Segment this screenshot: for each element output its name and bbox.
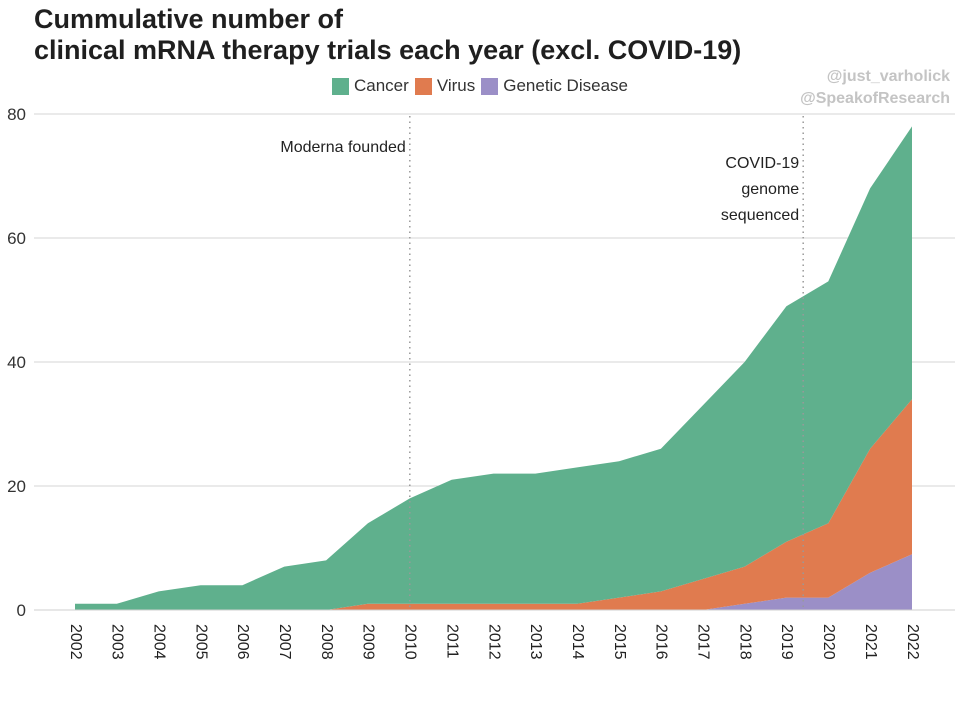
legend-swatch-virus	[414, 77, 432, 95]
x-tick-label: 2018	[736, 624, 753, 660]
y-tick-label: 60	[7, 229, 26, 248]
legend-swatch-genetic-disease	[481, 77, 499, 95]
annotation-text: sequenced	[721, 207, 799, 224]
x-tick-label: 2020	[820, 624, 837, 660]
x-tick-label: 2008	[318, 624, 335, 660]
area-cancer	[75, 126, 912, 611]
y-tick-label: 80	[7, 105, 26, 124]
legend-label-virus: Virus	[436, 76, 476, 95]
credits: @just_varholick @SpeakofResearch	[800, 66, 950, 110]
x-tick-label: 2009	[360, 624, 377, 660]
x-tick-label: 2017	[695, 624, 712, 660]
x-tick-label: 2014	[569, 624, 586, 660]
annotation-text: genome	[741, 181, 799, 198]
x-tick-label: 2016	[653, 624, 670, 660]
x-tick-label: 2002	[67, 624, 84, 660]
x-tick-label: 2011	[443, 624, 460, 659]
legend-item-virus: Virus	[414, 76, 476, 96]
chart-title-line-1: Cummulative number of	[34, 4, 344, 34]
chart-title-line-2: clinical mRNA therapy trials each year (…	[34, 35, 742, 65]
x-tick-label: 2021	[862, 624, 879, 660]
x-tick-label: 2022	[904, 624, 921, 660]
y-tick-label: 40	[7, 353, 26, 372]
annotation-text: Moderna founded	[280, 139, 405, 156]
x-tick-label: 2007	[276, 624, 293, 660]
x-tick-label: 2015	[611, 624, 628, 660]
legend-item-genetic-disease: Genetic Disease	[481, 76, 628, 96]
x-tick-label: 2005	[192, 624, 209, 660]
chart-legend: Cancer Virus Genetic Disease	[332, 76, 634, 96]
x-tick-label: 2012	[485, 624, 502, 660]
y-tick-label: 0	[17, 601, 26, 620]
x-tick-label: 2004	[150, 624, 167, 660]
credit-handle-2: @SpeakofResearch	[800, 90, 950, 107]
chart-title: Cummulative number of clinical mRNA ther…	[34, 4, 741, 66]
credit-handle-1: @just_varholick	[826, 68, 950, 85]
x-tick-label: 2003	[109, 624, 126, 660]
legend-label-cancer: Cancer	[354, 76, 409, 95]
x-tick-label: 2013	[527, 624, 544, 660]
annotation-text: COVID-19	[725, 155, 799, 172]
area-virus	[75, 399, 912, 610]
legend-item-cancer: Cancer	[332, 76, 409, 96]
legend-label-genetic-disease: Genetic Disease	[503, 76, 628, 95]
legend-swatch-cancer	[332, 77, 349, 95]
y-tick-label: 20	[7, 477, 26, 496]
x-tick-label: 2010	[402, 624, 419, 660]
area-genetic-disease	[75, 554, 912, 610]
x-tick-label: 2019	[778, 624, 795, 660]
x-tick-label: 2006	[234, 624, 251, 660]
